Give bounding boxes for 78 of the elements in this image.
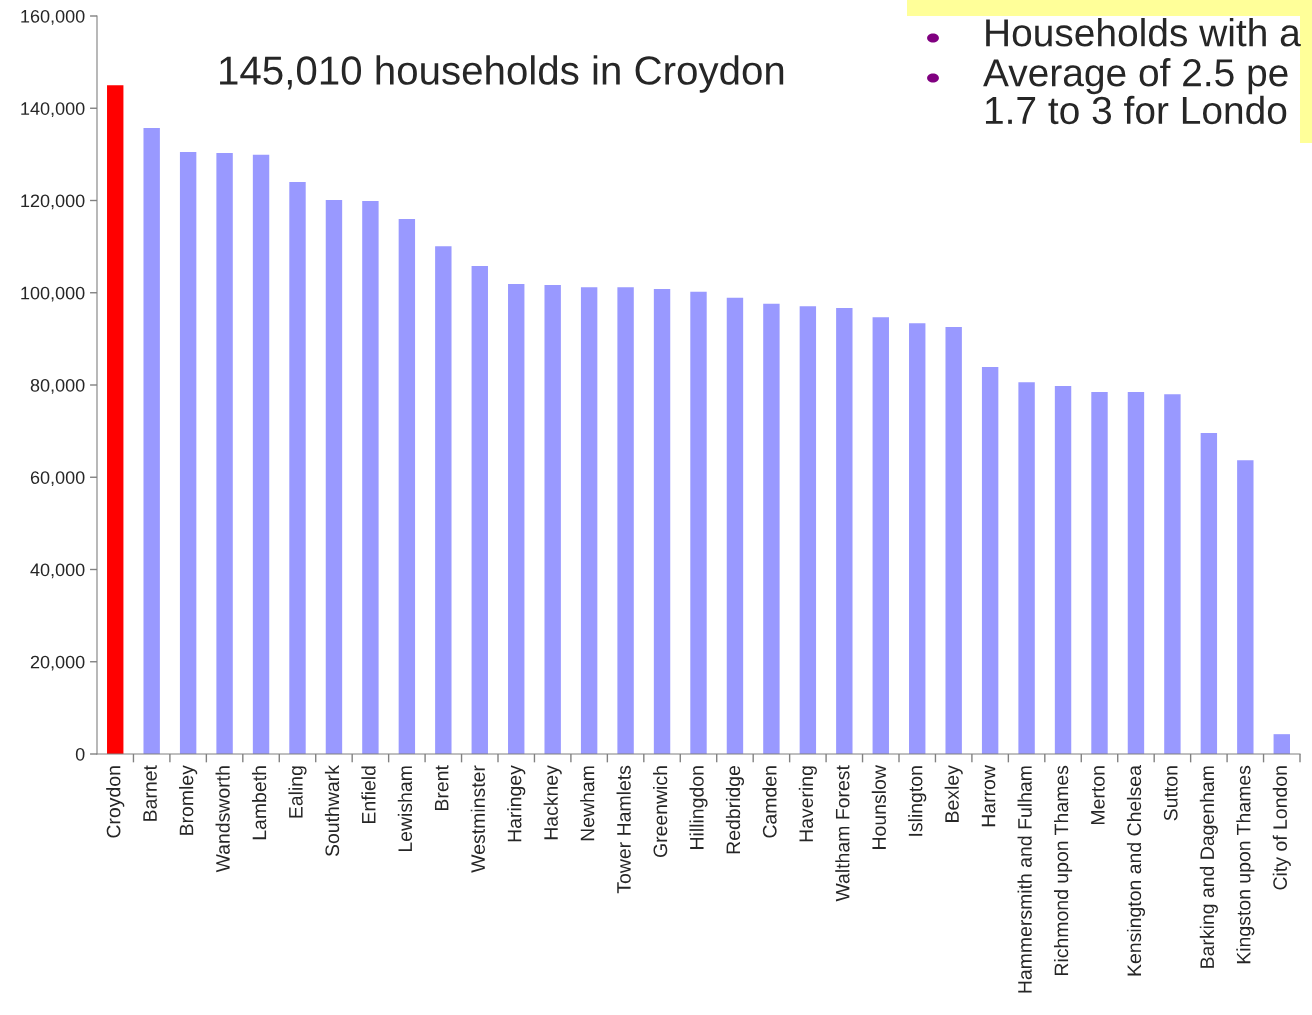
bar <box>799 306 817 754</box>
bar <box>1054 385 1072 754</box>
x-tick-label: Westminster <box>470 765 485 873</box>
x-tick-label: Haringey <box>507 765 526 842</box>
x-tick-label: Barking and Dagenham <box>1199 766 1218 968</box>
x-tick-label: City of London <box>1272 766 1291 890</box>
x-tick-label: Hackney <box>543 765 562 840</box>
x-tick-label: Greenwich <box>652 766 668 858</box>
bar <box>1237 460 1254 754</box>
y-tick-label: 60,000 <box>30 471 85 487</box>
bar <box>179 152 197 754</box>
bar <box>1127 391 1145 754</box>
x-tick-label: Redbridge <box>725 765 745 854</box>
bar <box>1273 734 1290 754</box>
bar <box>435 246 452 754</box>
x-tick-label: Camden <box>762 766 777 838</box>
bar <box>143 128 160 754</box>
y-tick-label: 0 <box>75 747 85 761</box>
x-tick-label: Hillingdon <box>689 766 708 849</box>
bar <box>653 289 671 754</box>
bar <box>1200 432 1218 754</box>
bar <box>690 291 707 754</box>
bar <box>107 85 124 754</box>
x-tick-label: Croydon <box>106 766 125 838</box>
x-tick-label: Richmond upon Thames <box>1053 765 1073 975</box>
bar <box>726 297 744 754</box>
x-tick-label: Merton <box>1091 766 1105 825</box>
x-tick-label: Harrow <box>981 765 996 827</box>
x-tick-label: Southwark <box>324 765 340 857</box>
x-tick-label: Enfield <box>361 766 376 823</box>
x-tick-label: Kensington and Chelsea <box>1126 765 1146 976</box>
annotation: 145,010 households in Croydon <box>220 55 784 93</box>
x-tick-label: Newham <box>580 766 595 841</box>
x-tick-label: Hounslow <box>871 765 886 849</box>
y-tick-label: 120,000 <box>21 194 85 210</box>
x-tick-label: Islington <box>908 766 927 836</box>
bar <box>836 307 853 754</box>
y-tick-label: 160,000 <box>21 9 85 25</box>
bar <box>981 367 999 754</box>
x-tick-label: Bromley <box>179 765 198 835</box>
bar <box>1018 382 1035 754</box>
x-tick-label: Waltham Forest <box>835 765 850 902</box>
bar <box>362 200 379 754</box>
bar <box>1164 394 1181 754</box>
annotation: Average of 2.5 pe 1.7 to 3 for Londo <box>983 58 1288 125</box>
y-tick-label: 80,000 <box>30 378 85 394</box>
annotation: Households with a <box>986 18 1301 47</box>
x-tick-label: Lambeth <box>251 766 267 840</box>
x-tick-label: Hammersmith and Fulham <box>1017 766 1032 993</box>
bar <box>508 283 525 754</box>
bar <box>216 152 233 754</box>
bar <box>252 154 270 754</box>
x-tick-label: Wandsworth <box>215 766 230 873</box>
bar <box>1091 391 1108 754</box>
x-tick-label: Lewisham <box>397 766 413 852</box>
x-tick-label: Sutton <box>1163 766 1178 821</box>
x-tick-label: Barnet <box>143 765 157 821</box>
y-tick-label: 100,000 <box>21 286 85 302</box>
bar <box>325 200 343 754</box>
bar <box>471 266 488 754</box>
y-tick-label: 40,000 <box>30 563 85 579</box>
y-tick-label: 140,000 <box>21 102 85 118</box>
x-tick-label: Havering <box>798 766 817 842</box>
bar <box>398 218 416 754</box>
bar <box>289 182 306 754</box>
x-tick-label: Kingston upon Thames <box>1236 765 1255 964</box>
bar <box>617 287 634 754</box>
bar <box>544 284 561 754</box>
bar <box>763 303 780 754</box>
x-tick-label: Brent <box>434 765 449 810</box>
bar <box>945 326 962 754</box>
x-tick-label: Ealing <box>288 766 307 818</box>
x-tick-label: Bexley <box>944 765 963 822</box>
bar <box>872 317 889 754</box>
y-tick-label: 20,000 <box>30 655 85 671</box>
bar <box>909 323 926 754</box>
x-tick-label: Tower Hamlets <box>616 765 631 894</box>
bar <box>580 287 598 754</box>
